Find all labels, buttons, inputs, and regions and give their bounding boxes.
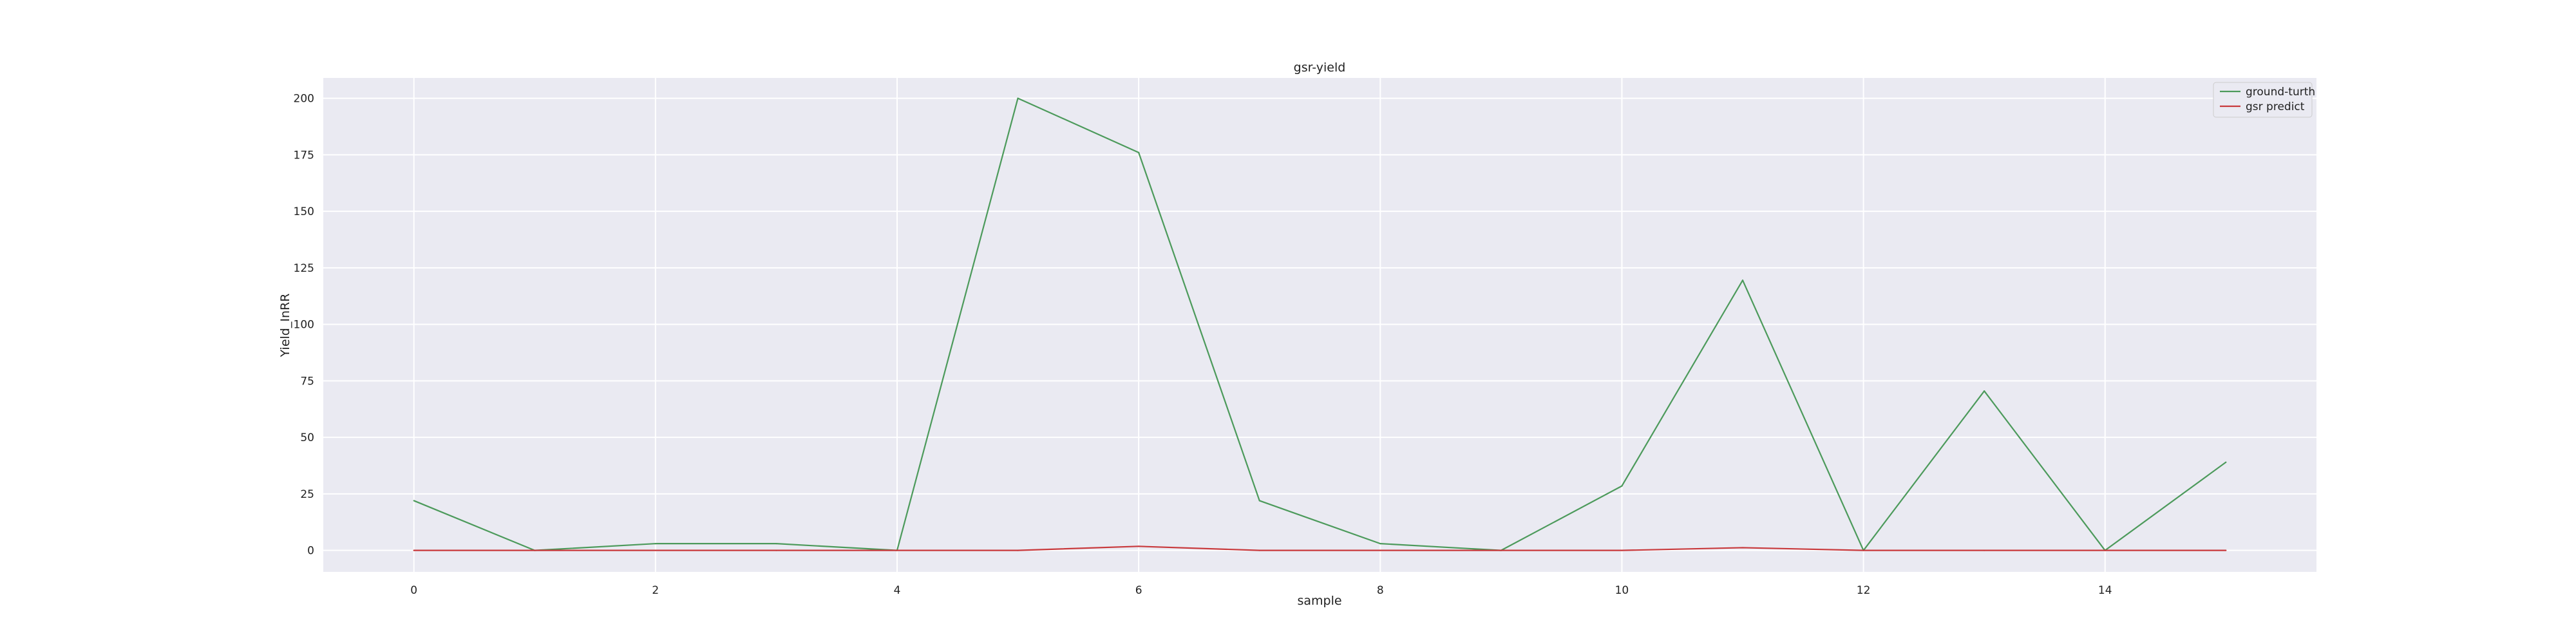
- data-point-gsr-predict: [1984, 549, 1985, 551]
- data-point-gsr-predict: [775, 549, 777, 551]
- data-point-gsr-predict: [413, 549, 415, 551]
- x-axis-label: sample: [1297, 594, 1341, 608]
- chart-title: gsr-yield: [1294, 61, 1346, 75]
- tick-labels: 0 2 4 6 8 10 12 14 0 25 50 75 100 125 150 175 200: [294, 93, 2112, 597]
- data-point-gsr-predict: [1500, 549, 1502, 551]
- y-tick-label: 100: [294, 319, 314, 332]
- data-point-ground-turth: [1138, 151, 1140, 153]
- data-point-gsr-predict: [2104, 549, 2106, 551]
- data-point-ground-turth: [654, 543, 656, 545]
- data-point-ground-turth: [1258, 500, 1260, 502]
- y-tick-label: 125: [294, 262, 314, 275]
- data-point-ground-turth: [1621, 485, 1623, 487]
- data-point-ground-turth: [2225, 461, 2227, 463]
- data-point-gsr-predict: [1017, 549, 1019, 551]
- data-point-ground-turth: [1017, 97, 1019, 99]
- data-point-ground-turth: [413, 500, 415, 502]
- x-tick-label: 4: [894, 584, 901, 597]
- data-point-gsr-predict: [1741, 547, 1744, 549]
- legend-label-ground-turth: ground-turth: [2246, 86, 2315, 99]
- y-axis-label: Yield_InRR: [278, 294, 292, 358]
- legend: ground-turth gsr predict: [2213, 82, 2315, 118]
- data-point-gsr-predict: [1138, 545, 1140, 547]
- data-point-gsr-predict: [2225, 549, 2227, 551]
- data-point-ground-turth: [1741, 279, 1744, 281]
- y-tick-label: 75: [300, 375, 314, 388]
- x-tick-label: 2: [652, 584, 659, 597]
- data-point-gsr-predict: [1621, 549, 1623, 551]
- y-tick-label: 200: [294, 93, 314, 106]
- x-tick-label: 14: [2098, 584, 2112, 597]
- data-point-gsr-predict: [1379, 549, 1381, 551]
- series-line-gsr-predict: [413, 545, 2226, 551]
- data-point-gsr-predict: [534, 549, 536, 551]
- data-point-gsr-predict: [654, 549, 656, 551]
- series-group: [413, 97, 2227, 551]
- y-tick-label: 25: [300, 488, 314, 501]
- y-tick-label: 0: [307, 545, 314, 558]
- y-tick-label: 150: [294, 205, 314, 218]
- data-point-ground-turth: [775, 543, 777, 545]
- series-line-ground-turth: [413, 97, 2226, 551]
- data-point-ground-turth: [1984, 390, 1985, 392]
- x-tick-label: 12: [1857, 584, 1871, 597]
- x-tick-label: 6: [1135, 584, 1142, 597]
- data-point-gsr-predict: [1862, 549, 1864, 551]
- x-tick-label: 10: [1615, 584, 1629, 597]
- data-point-ground-turth: [1379, 543, 1381, 545]
- y-tick-label: 175: [294, 149, 314, 162]
- y-tick-label: 50: [300, 431, 314, 444]
- data-point-gsr-predict: [896, 549, 898, 551]
- x-tick-label: 8: [1377, 584, 1384, 597]
- legend-label-gsr-predict: gsr predict: [2246, 100, 2305, 113]
- data-point-gsr-predict: [1258, 549, 1260, 551]
- x-tick-label: 0: [410, 584, 417, 597]
